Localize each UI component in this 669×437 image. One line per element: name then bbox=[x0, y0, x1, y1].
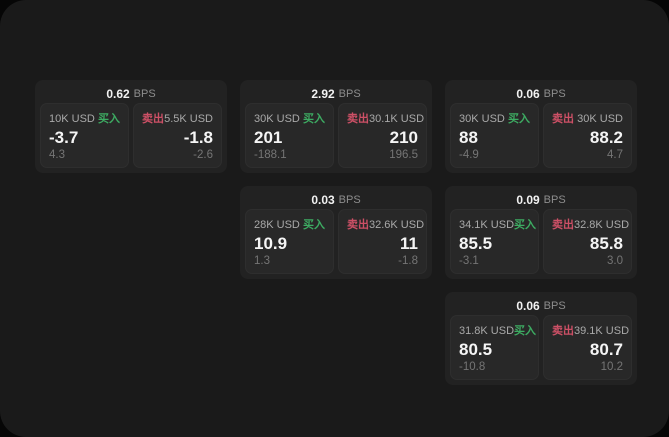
buy-delta: 4.3 bbox=[49, 148, 65, 161]
buy-tile[interactable]: 28K USD 买入 10.9 1.3 bbox=[245, 209, 334, 274]
buy-tile[interactable]: 10K USD 买入 -3.7 4.3 bbox=[40, 103, 129, 168]
bps-value: 0.09 bbox=[516, 192, 540, 207]
sell-delta: 196.5 bbox=[389, 148, 418, 161]
card-body: 34.1K USD 买入 85.5 -3.1 卖出 32.8K USD 85.8… bbox=[450, 209, 632, 274]
quote-card: 0.09 BPS 34.1K USD 买入 85.5 -3.1 卖出 bbox=[445, 186, 637, 279]
sell-amount: 30K USD bbox=[577, 113, 623, 125]
card-body: 31.8K USD 买入 80.5 -10.8 卖出 39.1K USD 80.… bbox=[450, 315, 632, 380]
sell-tag: 卖出 bbox=[347, 219, 369, 231]
sell-price: 88.2 bbox=[589, 128, 623, 148]
sell-amount: 30.1K USD bbox=[369, 113, 425, 125]
bps-unit: BPS bbox=[338, 193, 361, 206]
quote-grid: 0.62 BPS 10K USD 买入 -3.7 4.3 卖出 bbox=[35, 80, 637, 385]
bps-unit: BPS bbox=[543, 87, 566, 100]
card-body: 30K USD 买入 201 -188.1 卖出 30.1K USD 210 1… bbox=[245, 103, 427, 168]
sell-amount: 39.1K USD bbox=[574, 325, 630, 337]
bps-value: 2.92 bbox=[311, 86, 335, 101]
buy-tile[interactable]: 30K USD 买入 88 -4.9 bbox=[450, 103, 539, 168]
sell-tag: 卖出 bbox=[142, 113, 164, 125]
sell-tile[interactable]: 卖出 30.1K USD 210 196.5 bbox=[338, 103, 427, 168]
sell-tag: 卖出 bbox=[347, 113, 369, 125]
bps-value: 0.06 bbox=[516, 86, 540, 101]
buy-price: 80.5 bbox=[459, 340, 493, 360]
card-body: 28K USD 买入 10.9 1.3 卖出 32.6K USD 11 -1.8 bbox=[245, 209, 427, 274]
sell-price: 11 bbox=[400, 234, 418, 254]
buy-tag: 买入 bbox=[303, 219, 325, 231]
buy-amount: 30K USD bbox=[459, 113, 505, 125]
quote-card: 0.06 BPS 31.8K USD 买入 80.5 -10.8 卖 bbox=[445, 292, 637, 385]
card-header: 0.62 BPS bbox=[40, 84, 222, 103]
sell-price: 210 bbox=[389, 128, 418, 148]
card-header: 0.06 BPS bbox=[450, 84, 632, 103]
bps-value: 0.62 bbox=[106, 86, 130, 101]
card-body: 30K USD 买入 88 -4.9 卖出 30K USD 88.2 4.7 bbox=[450, 103, 632, 168]
buy-price: 201 bbox=[254, 128, 283, 148]
sell-tile[interactable]: 卖出 32.8K USD 85.8 3.0 bbox=[543, 209, 632, 274]
buy-amount: 34.1K USD bbox=[459, 219, 515, 231]
sell-delta: 3.0 bbox=[607, 254, 623, 267]
sell-amount: 32.8K USD bbox=[574, 219, 630, 231]
buy-amount: 10K USD bbox=[49, 113, 95, 125]
sell-tile[interactable]: 卖出 32.6K USD 11 -1.8 bbox=[338, 209, 427, 274]
card-header: 0.09 BPS bbox=[450, 190, 632, 209]
card-header: 2.92 BPS bbox=[245, 84, 427, 103]
buy-delta: -188.1 bbox=[254, 148, 287, 161]
sell-tag: 卖出 bbox=[552, 113, 574, 125]
bps-unit: BPS bbox=[543, 299, 566, 312]
buy-tag: 买入 bbox=[514, 325, 537, 337]
quote-card: 2.92 BPS 30K USD 买入 201 -188.1 卖出 bbox=[240, 80, 432, 173]
buy-amount: 30K USD bbox=[254, 113, 300, 125]
buy-tag: 买入 bbox=[514, 219, 537, 231]
sell-amount: 5.5K USD bbox=[164, 113, 213, 125]
sell-amount: 32.6K USD bbox=[369, 219, 425, 231]
card-header: 0.03 BPS bbox=[245, 190, 427, 209]
buy-amount: 28K USD bbox=[254, 219, 300, 231]
quote-card: 0.06 BPS 30K USD 买入 88 -4.9 卖出 bbox=[445, 80, 637, 173]
buy-delta: -3.1 bbox=[459, 254, 479, 267]
sell-tag: 卖出 bbox=[552, 219, 574, 231]
buy-tile[interactable]: 31.8K USD 买入 80.5 -10.8 bbox=[450, 315, 539, 380]
bps-value: 0.06 bbox=[516, 298, 540, 313]
sell-tag: 卖出 bbox=[552, 325, 574, 337]
bps-unit: BPS bbox=[338, 87, 361, 100]
card-body: 10K USD 买入 -3.7 4.3 卖出 5.5K USD -1.8 -2.… bbox=[40, 103, 222, 168]
quote-card: 0.03 BPS 28K USD 买入 10.9 1.3 卖出 bbox=[240, 186, 432, 279]
sell-delta: 4.7 bbox=[607, 148, 623, 161]
sell-delta: -1.8 bbox=[398, 254, 418, 267]
buy-tag: 买入 bbox=[98, 113, 120, 125]
bps-unit: BPS bbox=[543, 193, 566, 206]
buy-tag: 买入 bbox=[508, 113, 530, 125]
buy-price: 88 bbox=[459, 128, 478, 148]
bps-value: 0.03 bbox=[311, 192, 335, 207]
buy-tile[interactable]: 30K USD 买入 201 -188.1 bbox=[245, 103, 334, 168]
quote-card: 0.62 BPS 10K USD 买入 -3.7 4.3 卖出 bbox=[35, 80, 227, 173]
buy-tile[interactable]: 34.1K USD 买入 85.5 -3.1 bbox=[450, 209, 539, 274]
buy-price: 10.9 bbox=[254, 234, 288, 254]
bps-unit: BPS bbox=[133, 87, 156, 100]
sell-delta: -2.6 bbox=[193, 148, 213, 161]
buy-price: -3.7 bbox=[49, 128, 79, 148]
sell-tile[interactable]: 卖出 5.5K USD -1.8 -2.6 bbox=[133, 103, 222, 168]
buy-price: 85.5 bbox=[459, 234, 493, 254]
sell-price: 85.8 bbox=[589, 234, 623, 254]
sell-price: 80.7 bbox=[589, 340, 623, 360]
buy-delta: -4.9 bbox=[459, 148, 479, 161]
sell-tile[interactable]: 卖出 30K USD 88.2 4.7 bbox=[543, 103, 632, 168]
card-header: 0.06 BPS bbox=[450, 296, 632, 315]
buy-delta: 1.3 bbox=[254, 254, 270, 267]
buy-amount: 31.8K USD bbox=[459, 325, 515, 337]
buy-tag: 买入 bbox=[303, 113, 325, 125]
sell-delta: 10.2 bbox=[600, 360, 623, 373]
sell-tile[interactable]: 卖出 39.1K USD 80.7 10.2 bbox=[543, 315, 632, 380]
sell-price: -1.8 bbox=[183, 128, 213, 148]
buy-delta: -10.8 bbox=[459, 360, 486, 373]
